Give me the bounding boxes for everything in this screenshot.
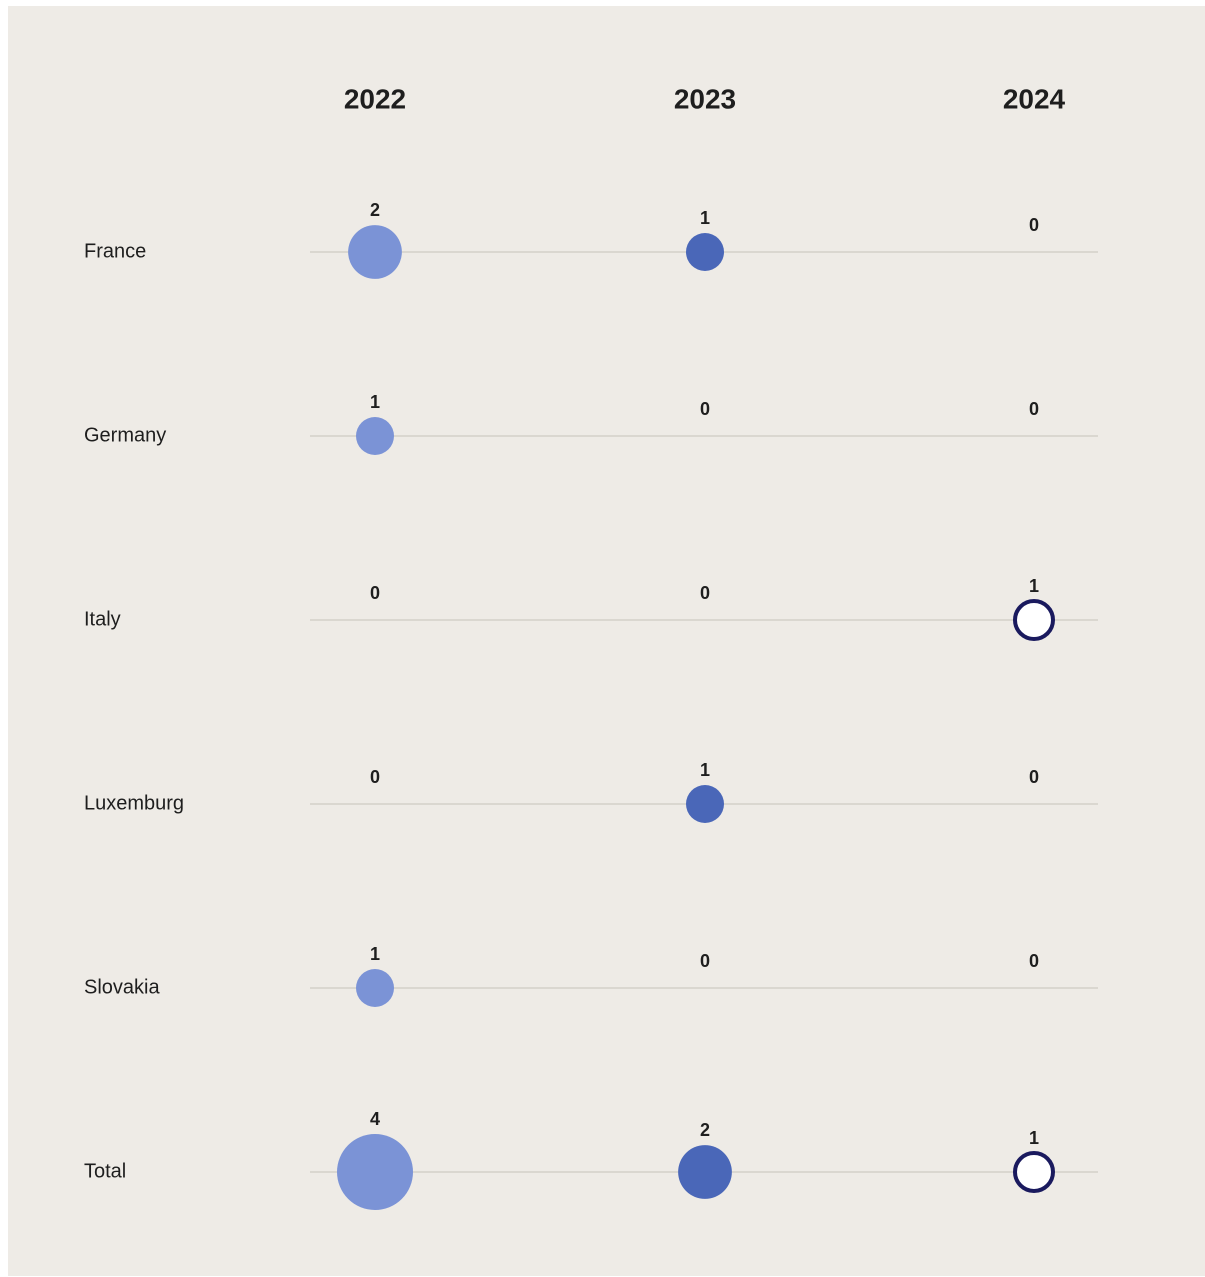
row-label: France bbox=[84, 240, 146, 262]
value-label-germany-2022: 1 bbox=[370, 392, 380, 412]
bubble-france-2022 bbox=[348, 225, 402, 279]
bubble-total-2022 bbox=[337, 1134, 413, 1210]
value-label-total-2024: 1 bbox=[1029, 1128, 1039, 1148]
column-header-2022: 2022 bbox=[344, 83, 406, 114]
row-label: Total bbox=[84, 1160, 126, 1182]
value-label-germany-2024: 0 bbox=[1029, 399, 1039, 419]
row-label: Germany bbox=[84, 424, 166, 446]
row-label: Luxemburg bbox=[84, 792, 184, 814]
row-italy: Italy 0 0 1 bbox=[84, 576, 1098, 641]
value-label-germany-2023: 0 bbox=[700, 399, 710, 419]
row-france: France 2 1 0 bbox=[84, 200, 1098, 279]
row-total: Total 4 2 1 bbox=[84, 1109, 1098, 1210]
value-label-total-2023: 2 bbox=[700, 1120, 710, 1140]
value-label-france-2024: 0 bbox=[1029, 215, 1039, 235]
value-label-italy-2024: 1 bbox=[1029, 576, 1039, 596]
bubble-germany-2022 bbox=[356, 417, 394, 455]
value-label-france-2023: 1 bbox=[700, 208, 710, 228]
value-label-slovakia-2023: 0 bbox=[700, 951, 710, 971]
row-luxemburg: Luxemburg 0 1 0 bbox=[84, 760, 1098, 823]
value-label-italy-2022: 0 bbox=[370, 583, 380, 603]
value-label-italy-2023: 0 bbox=[700, 583, 710, 603]
value-label-france-2022: 2 bbox=[370, 200, 380, 220]
column-headers: 2022 2023 2024 bbox=[344, 83, 1066, 114]
bubble-luxemburg-2023 bbox=[686, 785, 724, 823]
value-label-luxemburg-2024: 0 bbox=[1029, 767, 1039, 787]
bubble-italy-2024 bbox=[1013, 599, 1055, 641]
row-label: Slovakia bbox=[84, 976, 160, 998]
bubble-total-2023 bbox=[678, 1145, 732, 1199]
column-header-2023: 2023 bbox=[674, 83, 736, 114]
value-label-luxemburg-2022: 0 bbox=[370, 767, 380, 787]
chart-panel bbox=[8, 6, 1205, 1276]
bubble-slovakia-2022 bbox=[356, 969, 394, 1007]
value-label-total-2022: 4 bbox=[370, 1109, 380, 1129]
column-header-2024: 2024 bbox=[1003, 83, 1066, 114]
value-label-slovakia-2022: 1 bbox=[370, 944, 380, 964]
row-slovakia: Slovakia 1 0 0 bbox=[84, 944, 1098, 1007]
value-label-slovakia-2024: 0 bbox=[1029, 951, 1039, 971]
value-label-luxemburg-2023: 1 bbox=[700, 760, 710, 780]
row-germany: Germany 1 0 0 bbox=[84, 392, 1098, 455]
bubble-total-2024 bbox=[1013, 1151, 1055, 1193]
row-label: Italy bbox=[84, 608, 121, 630]
bubble-france-2023 bbox=[686, 233, 724, 271]
